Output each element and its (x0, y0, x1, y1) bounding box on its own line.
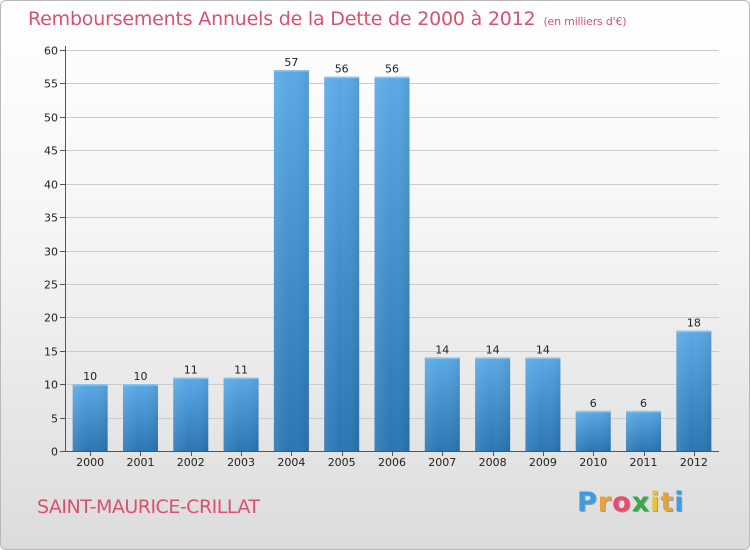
bar-top-edge (173, 377, 209, 379)
bar-top-edge (324, 76, 360, 79)
axes (65, 46, 719, 452)
bar-top-edge (575, 410, 611, 413)
y-tick-label: 55 (44, 78, 58, 91)
y-tick-label: 0 (51, 446, 58, 459)
y-axis-ticks: 0 5 10 15 20 25 30 35 40 45 50 55 60 (44, 45, 65, 459)
logo-letter: o (612, 487, 632, 518)
data-label: 18 (687, 317, 701, 330)
bar-shine (676, 330, 712, 451)
bar-top-edge (676, 330, 712, 333)
bar-top-edge (72, 384, 108, 386)
chart-title-text: Remboursements Annuels de la Dette de 20… (28, 8, 536, 30)
y-tick-label: 5 (51, 413, 58, 426)
x-tick-label: 2004 (277, 456, 305, 469)
y-tick-label: 30 (44, 246, 58, 259)
chart-title: Remboursements Annuels de la Dette de 20… (28, 8, 627, 30)
bar-shine (273, 70, 309, 452)
x-tick-label: 2002 (177, 456, 205, 469)
x-tick-label: 2009 (529, 456, 557, 469)
bar-shine (72, 384, 108, 451)
bar-shine (424, 357, 460, 451)
y-tick-label: 20 (44, 312, 58, 325)
bar-shine (626, 410, 662, 451)
x-tick-label: 2010 (579, 456, 607, 469)
data-label: 57 (284, 56, 298, 69)
bar-shine (122, 384, 158, 451)
data-label: 11 (234, 363, 248, 376)
y-tick-label: 60 (44, 45, 58, 58)
y-tick-label: 40 (44, 179, 58, 192)
bar-top-edge (424, 357, 460, 359)
bar-shine (475, 357, 511, 451)
bar-shine (374, 76, 410, 451)
data-label: 6 (640, 397, 647, 410)
y-tick-label: 35 (44, 212, 58, 225)
bar-shine (223, 377, 259, 451)
bar-top-edge (475, 357, 511, 359)
bar-top-edge (374, 76, 410, 79)
y-tick-label: 45 (44, 145, 58, 158)
y-tick-label: 50 (44, 112, 58, 125)
chart-subtitle: (en milliers d'€) (543, 15, 627, 28)
y-tick-label: 15 (44, 346, 58, 359)
x-tick-label: 2007 (428, 456, 456, 469)
x-tick-label: 2012 (680, 456, 708, 469)
x-tick-label: 2001 (126, 456, 154, 469)
logo-letter: r (597, 487, 613, 518)
data-label: 56 (385, 63, 399, 76)
logo-letter: x (631, 487, 651, 518)
bars (72, 70, 712, 452)
y-tick-label: 10 (44, 379, 58, 392)
data-label: 10 (133, 370, 147, 383)
y-tick-label: 25 (44, 279, 58, 292)
data-labels: 10 10 11 11 57 56 56 14 14 14 6 6 18 (83, 56, 701, 410)
data-label: 14 (536, 343, 550, 356)
data-label: 14 (435, 343, 449, 356)
data-label: 11 (184, 363, 198, 376)
x-tick-label: 2003 (227, 456, 255, 469)
logo-letter: i (674, 487, 685, 518)
bar-shine (525, 357, 561, 451)
data-label: 6 (590, 397, 597, 410)
data-label: 14 (486, 343, 500, 356)
bar-top-edge (122, 384, 158, 386)
logo-letter: t (660, 487, 675, 518)
x-axis-ticks: 2000 2001 2002 2003 2004 2005 2006 2007 2008 2009… (76, 451, 708, 469)
data-label: 56 (335, 63, 349, 76)
bar-top-edge (626, 410, 662, 413)
data-label: 10 (83, 370, 97, 383)
x-tick-label: 2005 (328, 456, 356, 469)
x-tick-label: 2006 (378, 456, 406, 469)
bar-top-edge (525, 357, 561, 359)
proxiti-logo: Proxiti (577, 487, 685, 518)
x-tick-label: 2011 (630, 456, 658, 469)
bar-shine (575, 410, 611, 451)
bar-shine (173, 377, 209, 451)
town-name: SAINT-MAURICE-CRILLAT (37, 496, 260, 518)
x-tick-label: 2000 (76, 456, 104, 469)
logo-letter: P (577, 487, 598, 518)
bar-top-edge (273, 70, 309, 72)
bar-shine (324, 76, 360, 451)
logo-letter: i (650, 487, 661, 518)
x-tick-label: 2008 (479, 456, 507, 469)
bar-top-edge (223, 377, 259, 379)
